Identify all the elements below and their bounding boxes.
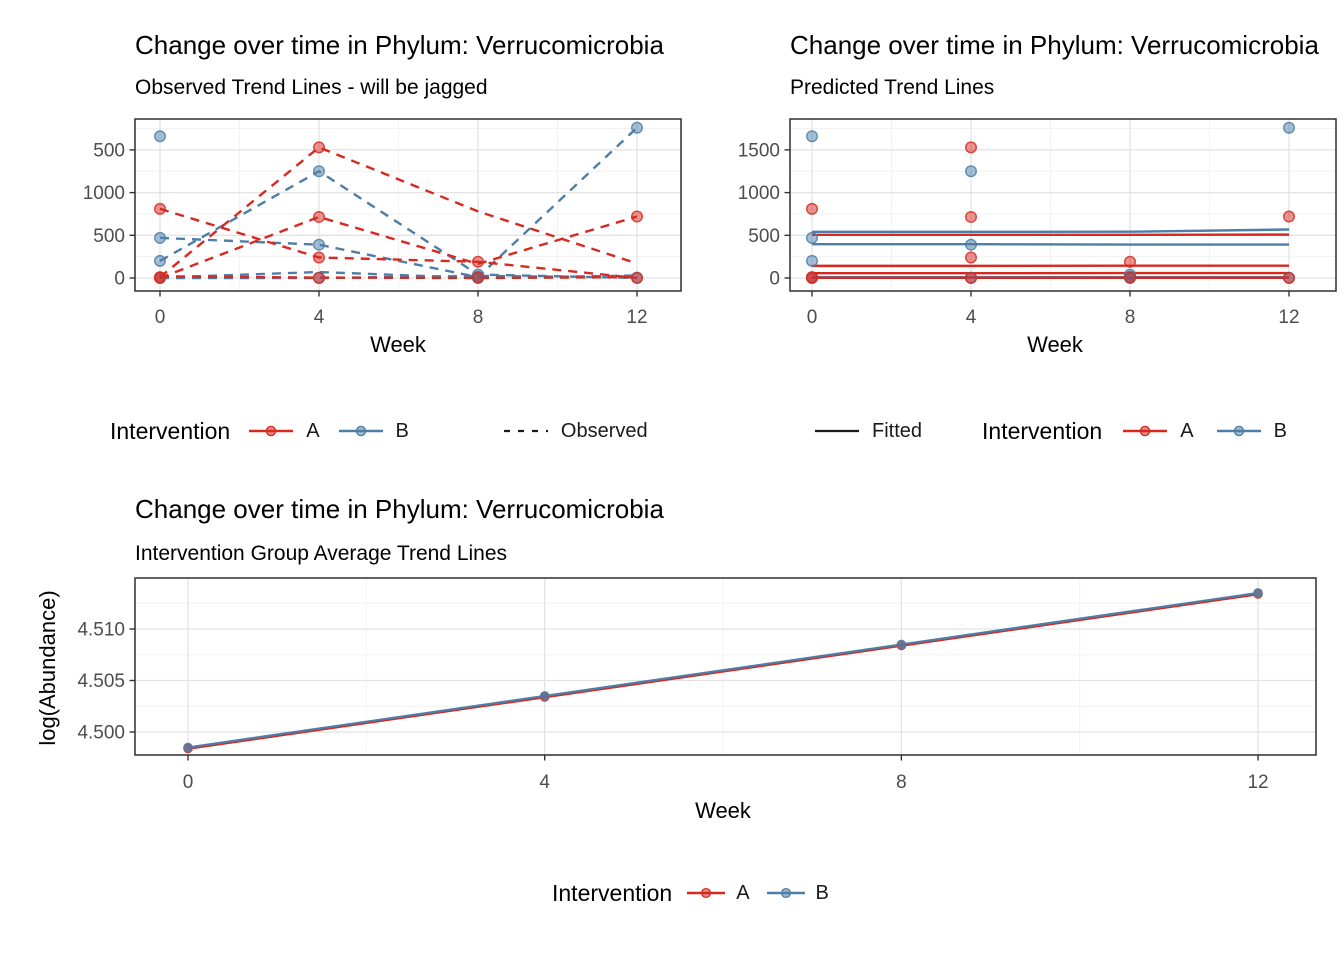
chart1-subtitle: Observed Trend Lines - will be jagged <box>135 76 488 99</box>
chart2-x-axis-label: Week <box>1027 332 1083 357</box>
svg-text:1500: 1500 <box>738 140 780 161</box>
legend1-label-observed: Observed <box>560 419 648 442</box>
chart1-points <box>153 121 644 285</box>
svg-text:0: 0 <box>807 307 818 328</box>
chart3-panel: 0 4 8 12 4.500 4.505 4.510 <box>77 577 1317 793</box>
legend-average-row: Intervention A B <box>552 876 829 910</box>
legend1-key-A-icon <box>248 423 294 439</box>
chart2-title: Change over time in Phylum: Verrucomicro… <box>790 30 1319 60</box>
svg-text:4: 4 <box>314 307 325 328</box>
legend1-key-observed-icon <box>503 423 549 439</box>
legend2-key-A-icon <box>1122 423 1168 439</box>
svg-text:500: 500 <box>748 226 780 247</box>
svg-text:0: 0 <box>114 269 125 290</box>
legend1-label-B: B <box>395 419 409 442</box>
chart2-panel: 0 4 8 12 0 500 1000 1500 <box>738 118 1337 328</box>
chart2-fitted-lines <box>812 228 1290 280</box>
legend2-label-A: A <box>1180 419 1194 442</box>
chart2-points <box>806 121 1295 285</box>
svg-text:8: 8 <box>1125 307 1136 328</box>
legend3-title: Intervention <box>552 879 673 906</box>
svg-text:4.500: 4.500 <box>77 723 125 744</box>
svg-text:500: 500 <box>93 140 125 161</box>
legend3-key-B-icon <box>766 885 806 901</box>
legend-observed-row: Intervention A B Observed <box>110 414 680 448</box>
svg-text:8: 8 <box>896 772 907 793</box>
svg-text:8: 8 <box>473 307 484 328</box>
legend3-label-B: B <box>815 881 829 904</box>
legend1-title: Intervention <box>110 417 231 444</box>
svg-text:0: 0 <box>769 269 780 290</box>
legend2-key-fitted-icon <box>814 423 860 439</box>
chart1-x-axis-label: Week <box>370 332 426 357</box>
legend2-title: Intervention <box>982 417 1103 444</box>
svg-text:4: 4 <box>539 772 550 793</box>
svg-text:0: 0 <box>183 772 194 793</box>
svg-text:0: 0 <box>155 307 166 328</box>
svg-text:4.510: 4.510 <box>77 620 125 641</box>
svg-text:12: 12 <box>626 307 647 328</box>
legend-fitted-row: Fitted Intervention A B <box>814 414 1344 448</box>
chart3-subtitle: Intervention Group Average Trend Lines <box>135 542 508 565</box>
svg-text:12: 12 <box>1278 307 1299 328</box>
chart3-y-axis-label: log(Abundance) <box>35 590 60 746</box>
legend3-label-A: A <box>736 881 750 904</box>
svg-text:4.505: 4.505 <box>77 671 125 692</box>
svg-text:12: 12 <box>1247 772 1268 793</box>
svg-text:1000: 1000 <box>738 183 780 204</box>
chart1-title: Change over time in Phylum: Verrucomicro… <box>135 30 664 60</box>
legend2-label-B: B <box>1273 419 1287 442</box>
legend2-label-fitted: Fitted <box>872 419 923 442</box>
chart3-average-lines <box>187 591 1259 750</box>
chart3-title: Change over time in Phylum: Verrucomicro… <box>135 494 664 524</box>
svg-text:500: 500 <box>93 226 125 247</box>
chart1-panel: 0 4 8 12 0 500 1000 500 <box>83 118 682 328</box>
chart3-points <box>183 588 1263 754</box>
legend1-label-A: A <box>306 419 320 442</box>
legend3-key-A-icon <box>686 885 726 901</box>
svg-text:4: 4 <box>966 307 977 328</box>
chart3-x-axis-label: Week <box>695 798 751 823</box>
legend2-key-B-icon <box>1216 423 1262 439</box>
legend1-key-B-icon <box>338 423 384 439</box>
chart1-observed-lines <box>159 126 638 280</box>
chart2-subtitle: Predicted Trend Lines <box>790 76 995 99</box>
svg-text:1000: 1000 <box>83 183 125 204</box>
